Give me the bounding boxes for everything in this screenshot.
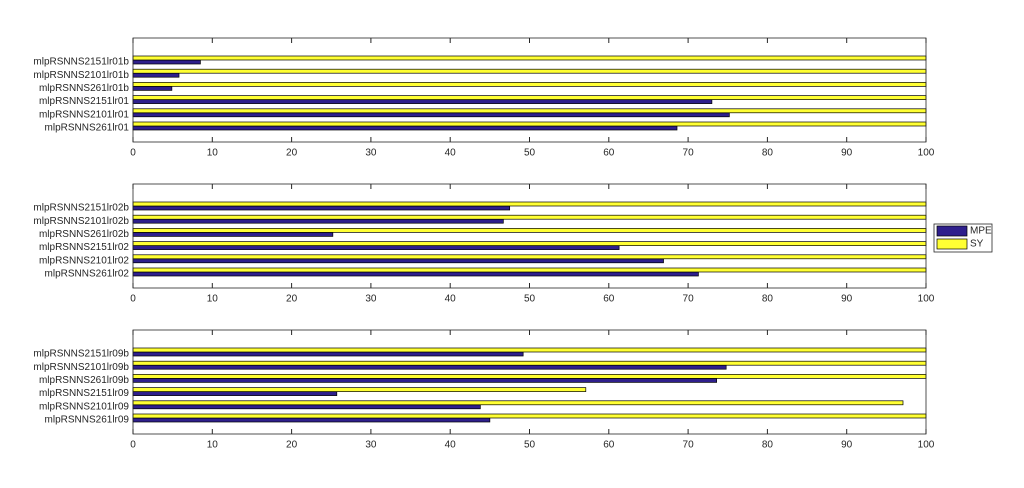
- x-tick-label: 10: [207, 294, 219, 305]
- bar: [132, 378, 717, 383]
- x-tick-label: 0: [130, 148, 136, 159]
- x-tick-label: 90: [841, 440, 853, 451]
- bar: [132, 125, 678, 131]
- x-tick-label: 20: [286, 294, 298, 305]
- bar: [132, 267, 927, 273]
- bar: [132, 121, 927, 127]
- y-tick-label: mlpRSNNS2151lr09: [39, 388, 129, 399]
- y-tick-label: mlpRSNNS261lr02b: [39, 229, 129, 240]
- y-tick-label: mlpRSNNS2101lr02: [39, 255, 129, 266]
- x-tick-label: 60: [603, 148, 615, 159]
- y-tick-label: mlpRSNNS261lr01: [45, 123, 130, 134]
- bar: [132, 347, 927, 353]
- bar: [132, 201, 927, 207]
- y-tick-label: mlpRSNNS261lr02: [45, 269, 130, 280]
- bar: [132, 258, 664, 264]
- bar: [132, 95, 927, 100]
- y-tick-label: mlpRSNNS2101lr09b: [33, 362, 129, 373]
- y-tick-label: mlpRSNNS2151lr09b: [33, 349, 129, 360]
- x-tick-label: 100: [918, 148, 935, 159]
- x-tick-label: 20: [286, 148, 298, 159]
- bar: [132, 228, 927, 233]
- bar: [132, 72, 180, 78]
- bar: [132, 218, 504, 224]
- bar: [132, 214, 927, 220]
- x-tick-label: 70: [683, 294, 695, 305]
- axes-box: [132, 329, 927, 435]
- legend-swatch: [936, 238, 968, 250]
- x-tick-label: 50: [524, 148, 536, 159]
- x-tick-label: 60: [603, 294, 615, 305]
- x-tick-label: 10: [207, 148, 219, 159]
- x-tick-label: 80: [762, 148, 774, 159]
- bar: [132, 351, 524, 357]
- bar: [132, 112, 730, 118]
- y-tick-label: mlpRSNNS2101lr09: [39, 401, 129, 412]
- y-tick-label: mlpRSNNS261lr09: [45, 415, 130, 426]
- x-tick-label: 40: [445, 440, 457, 451]
- x-tick-label: 0: [130, 294, 136, 305]
- legend-swatch: [936, 225, 968, 237]
- y-tick-label: mlpRSNNS2151lr02: [39, 242, 129, 253]
- x-tick-label: 100: [918, 440, 935, 451]
- bar: [132, 55, 927, 61]
- y-tick-label: mlpRSNNS2101lr02b: [33, 216, 129, 227]
- bar: [132, 404, 481, 410]
- bar: [132, 400, 904, 406]
- x-tick-label: 50: [524, 294, 536, 305]
- x-tick-label: 40: [445, 294, 457, 305]
- bar: [132, 245, 620, 250]
- x-tick-label: 30: [365, 148, 377, 159]
- bar: [132, 86, 173, 91]
- x-tick-label: 80: [762, 440, 774, 451]
- x-tick-label: 90: [841, 148, 853, 159]
- x-tick-label: 50: [524, 440, 536, 451]
- bar: [132, 205, 511, 211]
- x-tick-label: 80: [762, 294, 774, 305]
- bar: [132, 413, 927, 419]
- bar: [132, 108, 927, 114]
- legend-label: MPE: [970, 226, 992, 237]
- y-tick-label: mlpRSNNS2101lr01b: [33, 70, 129, 81]
- bar: [132, 374, 927, 379]
- y-tick-label: mlpRSNNS261lr01b: [39, 83, 129, 94]
- y-tick-label: mlpRSNNS2101lr01: [39, 109, 129, 120]
- bar: [132, 82, 927, 87]
- bar: [132, 59, 201, 65]
- bar: [132, 68, 927, 74]
- y-tick-label: mlpRSNNS2151lr02b: [33, 203, 129, 214]
- x-tick-label: 70: [683, 148, 695, 159]
- y-tick-label: mlpRSNNS2151lr01: [39, 96, 129, 107]
- x-tick-label: 40: [445, 148, 457, 159]
- x-tick-label: 70: [683, 440, 695, 451]
- bar: [132, 232, 334, 237]
- x-tick-label: 30: [365, 440, 377, 451]
- bar: [132, 99, 713, 104]
- bar: [132, 364, 727, 370]
- bar: [132, 387, 587, 392]
- x-tick-label: 20: [286, 440, 298, 451]
- x-tick-label: 60: [603, 440, 615, 451]
- axes-box: [132, 183, 927, 289]
- bar: [132, 360, 927, 366]
- x-tick-label: 30: [365, 294, 377, 305]
- bar: [132, 271, 699, 277]
- x-tick-label: 100: [918, 294, 935, 305]
- x-tick-label: 10: [207, 440, 219, 451]
- axes-box: [132, 37, 927, 143]
- bar: [132, 417, 491, 423]
- x-tick-label: 0: [130, 440, 136, 451]
- bar: [132, 241, 927, 246]
- y-tick-label: mlpRSNNS2151lr01b: [33, 57, 129, 68]
- bar: [132, 254, 927, 260]
- y-tick-label: mlpRSNNS261lr09b: [39, 375, 129, 386]
- legend-label: SY: [970, 239, 984, 250]
- x-tick-label: 90: [841, 294, 853, 305]
- bar: [132, 391, 338, 396]
